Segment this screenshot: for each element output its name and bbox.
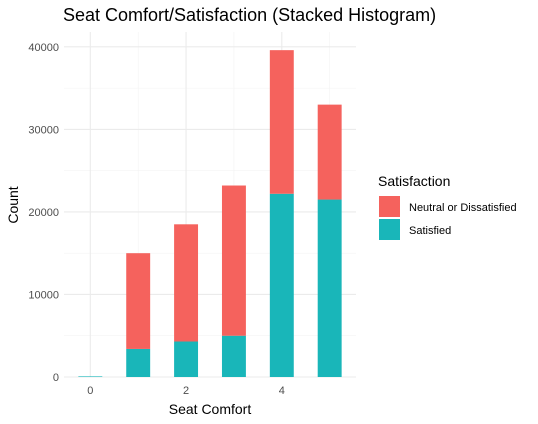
y-tick-label: 30000 (28, 124, 59, 136)
bar-satisfied-5 (317, 199, 342, 377)
x-tick-label: 0 (87, 385, 93, 397)
bar-neutral-or-dissatisfied-5 (317, 104, 342, 200)
x-tick-label: 4 (279, 385, 285, 397)
legend-label-satisfied: Satisfied (409, 225, 451, 237)
bar-satisfied-0 (78, 376, 103, 377)
bar-satisfied-1 (126, 348, 151, 377)
bar-neutral-or-dissatisfied-3 (221, 185, 246, 336)
legend-swatch-satisfied (379, 219, 400, 240)
bar-neutral-or-dissatisfied-1 (126, 253, 151, 349)
bars (78, 50, 342, 377)
bar-satisfied-4 (269, 193, 294, 377)
y-axis-title: Count (5, 186, 21, 223)
x-tick-label: 2 (183, 385, 189, 397)
y-tick-label: 20000 (28, 207, 59, 219)
y-tick-label: 40000 (28, 42, 59, 54)
grid-lines (64, 32, 356, 378)
legend-label-neutral-or-dissatisfied: Neutral or Dissatisfied (409, 202, 517, 214)
x-tick-labels: 0 2 4 (87, 385, 285, 397)
y-tick-labels: 0 10000 20000 30000 40000 (28, 42, 59, 384)
x-axis-title: Seat Comfort (169, 401, 252, 417)
bar-neutral-or-dissatisfied-2 (174, 224, 199, 342)
y-tick-label: 0 (53, 372, 59, 384)
chart-title: Seat Comfort/Satisfaction (Stacked Histo… (63, 5, 436, 25)
legend-title: Satisfaction (378, 173, 450, 189)
y-tick-label: 10000 (28, 289, 59, 301)
bar-satisfied-3 (221, 335, 246, 377)
bar-satisfied-2 (174, 341, 199, 377)
legend: Satisfaction Neutral or Dissatisfied Sati… (378, 173, 517, 240)
legend-swatch-neutral-or-dissatisfied (379, 196, 400, 217)
bar-neutral-or-dissatisfied-4 (269, 50, 294, 194)
